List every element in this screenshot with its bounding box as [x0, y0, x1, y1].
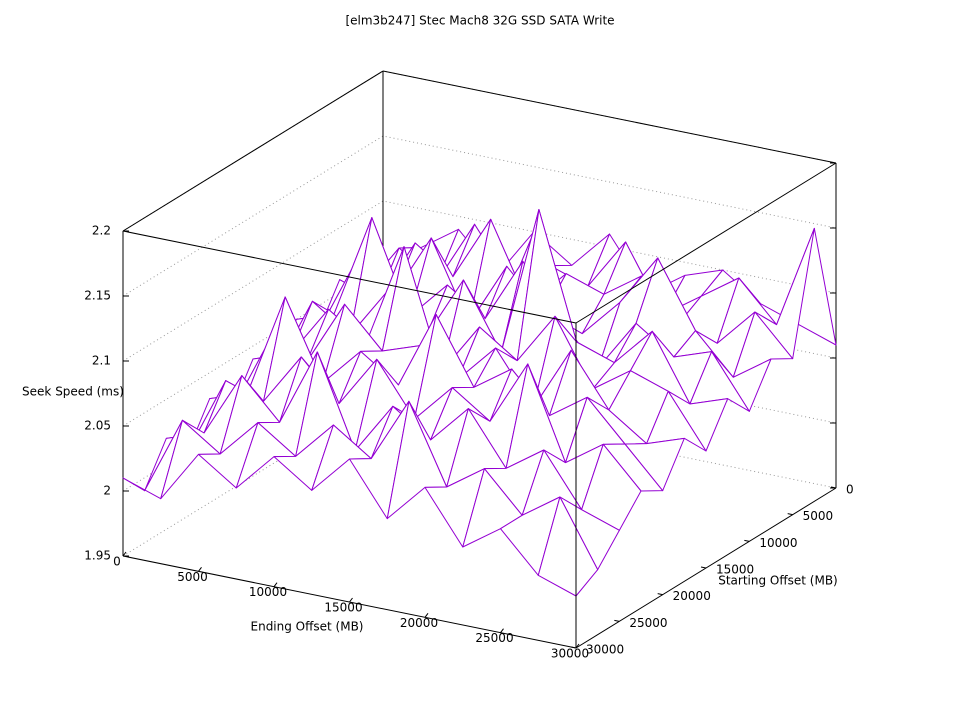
- x-tick: [349, 597, 353, 603]
- box-edge: [122, 70, 384, 232]
- x-tick-label: 15000: [324, 601, 362, 615]
- y-tick: [830, 486, 837, 489]
- box-edge: [575, 162, 837, 324]
- x-tick-label: 5000: [177, 570, 208, 584]
- x-tick: [122, 551, 127, 557]
- y-tick-label: 25000: [629, 616, 667, 630]
- x-tick-label: 25000: [475, 631, 513, 645]
- x-tick: [198, 567, 202, 572]
- x-tick: [273, 582, 278, 587]
- z-tick-label: 2.15: [84, 289, 111, 303]
- x-tick-label: 0: [113, 555, 121, 569]
- chart-title: [elm3b247] Stec Mach8 32G SSD SATA Write: [345, 14, 614, 28]
- box-edge: [122, 230, 577, 324]
- z-tick-label: 2.1: [92, 354, 111, 368]
- x-tick: [500, 628, 504, 633]
- y-tick-label: 0: [846, 483, 854, 497]
- z-tick-label: 1.95: [84, 549, 111, 563]
- y-tick: [787, 513, 793, 516]
- z-axis-label: Seek Speed (ms): [22, 385, 124, 399]
- y-tick-label: 20000: [673, 589, 711, 603]
- y-tick: [570, 646, 577, 649]
- z-tick-label: 2.05: [84, 419, 111, 433]
- grid-line: [122, 70, 837, 232]
- y-tick: [614, 619, 620, 622]
- y-tick: [744, 539, 750, 542]
- x-tick: [424, 613, 429, 618]
- x-tick-label: 10000: [249, 585, 287, 599]
- y-tick: [657, 593, 663, 596]
- x-tick-label: 30000: [551, 647, 589, 661]
- z-tick-label: 2: [103, 484, 111, 498]
- y-tick-label: 5000: [803, 509, 834, 523]
- y-tick-label: 15000: [716, 563, 754, 577]
- y-tick-label: 30000: [586, 643, 624, 657]
- y-tick: [700, 566, 707, 569]
- x-tick: [575, 643, 580, 649]
- x-axis-label: Ending Offset (MB): [251, 620, 364, 634]
- y-tick-label: 10000: [759, 536, 797, 550]
- x-tick-label: 20000: [400, 616, 438, 630]
- box-edge: [382, 70, 837, 164]
- z-tick-label: 2.2: [92, 224, 111, 238]
- y-axis-label: Starting Offset (MB): [718, 574, 838, 588]
